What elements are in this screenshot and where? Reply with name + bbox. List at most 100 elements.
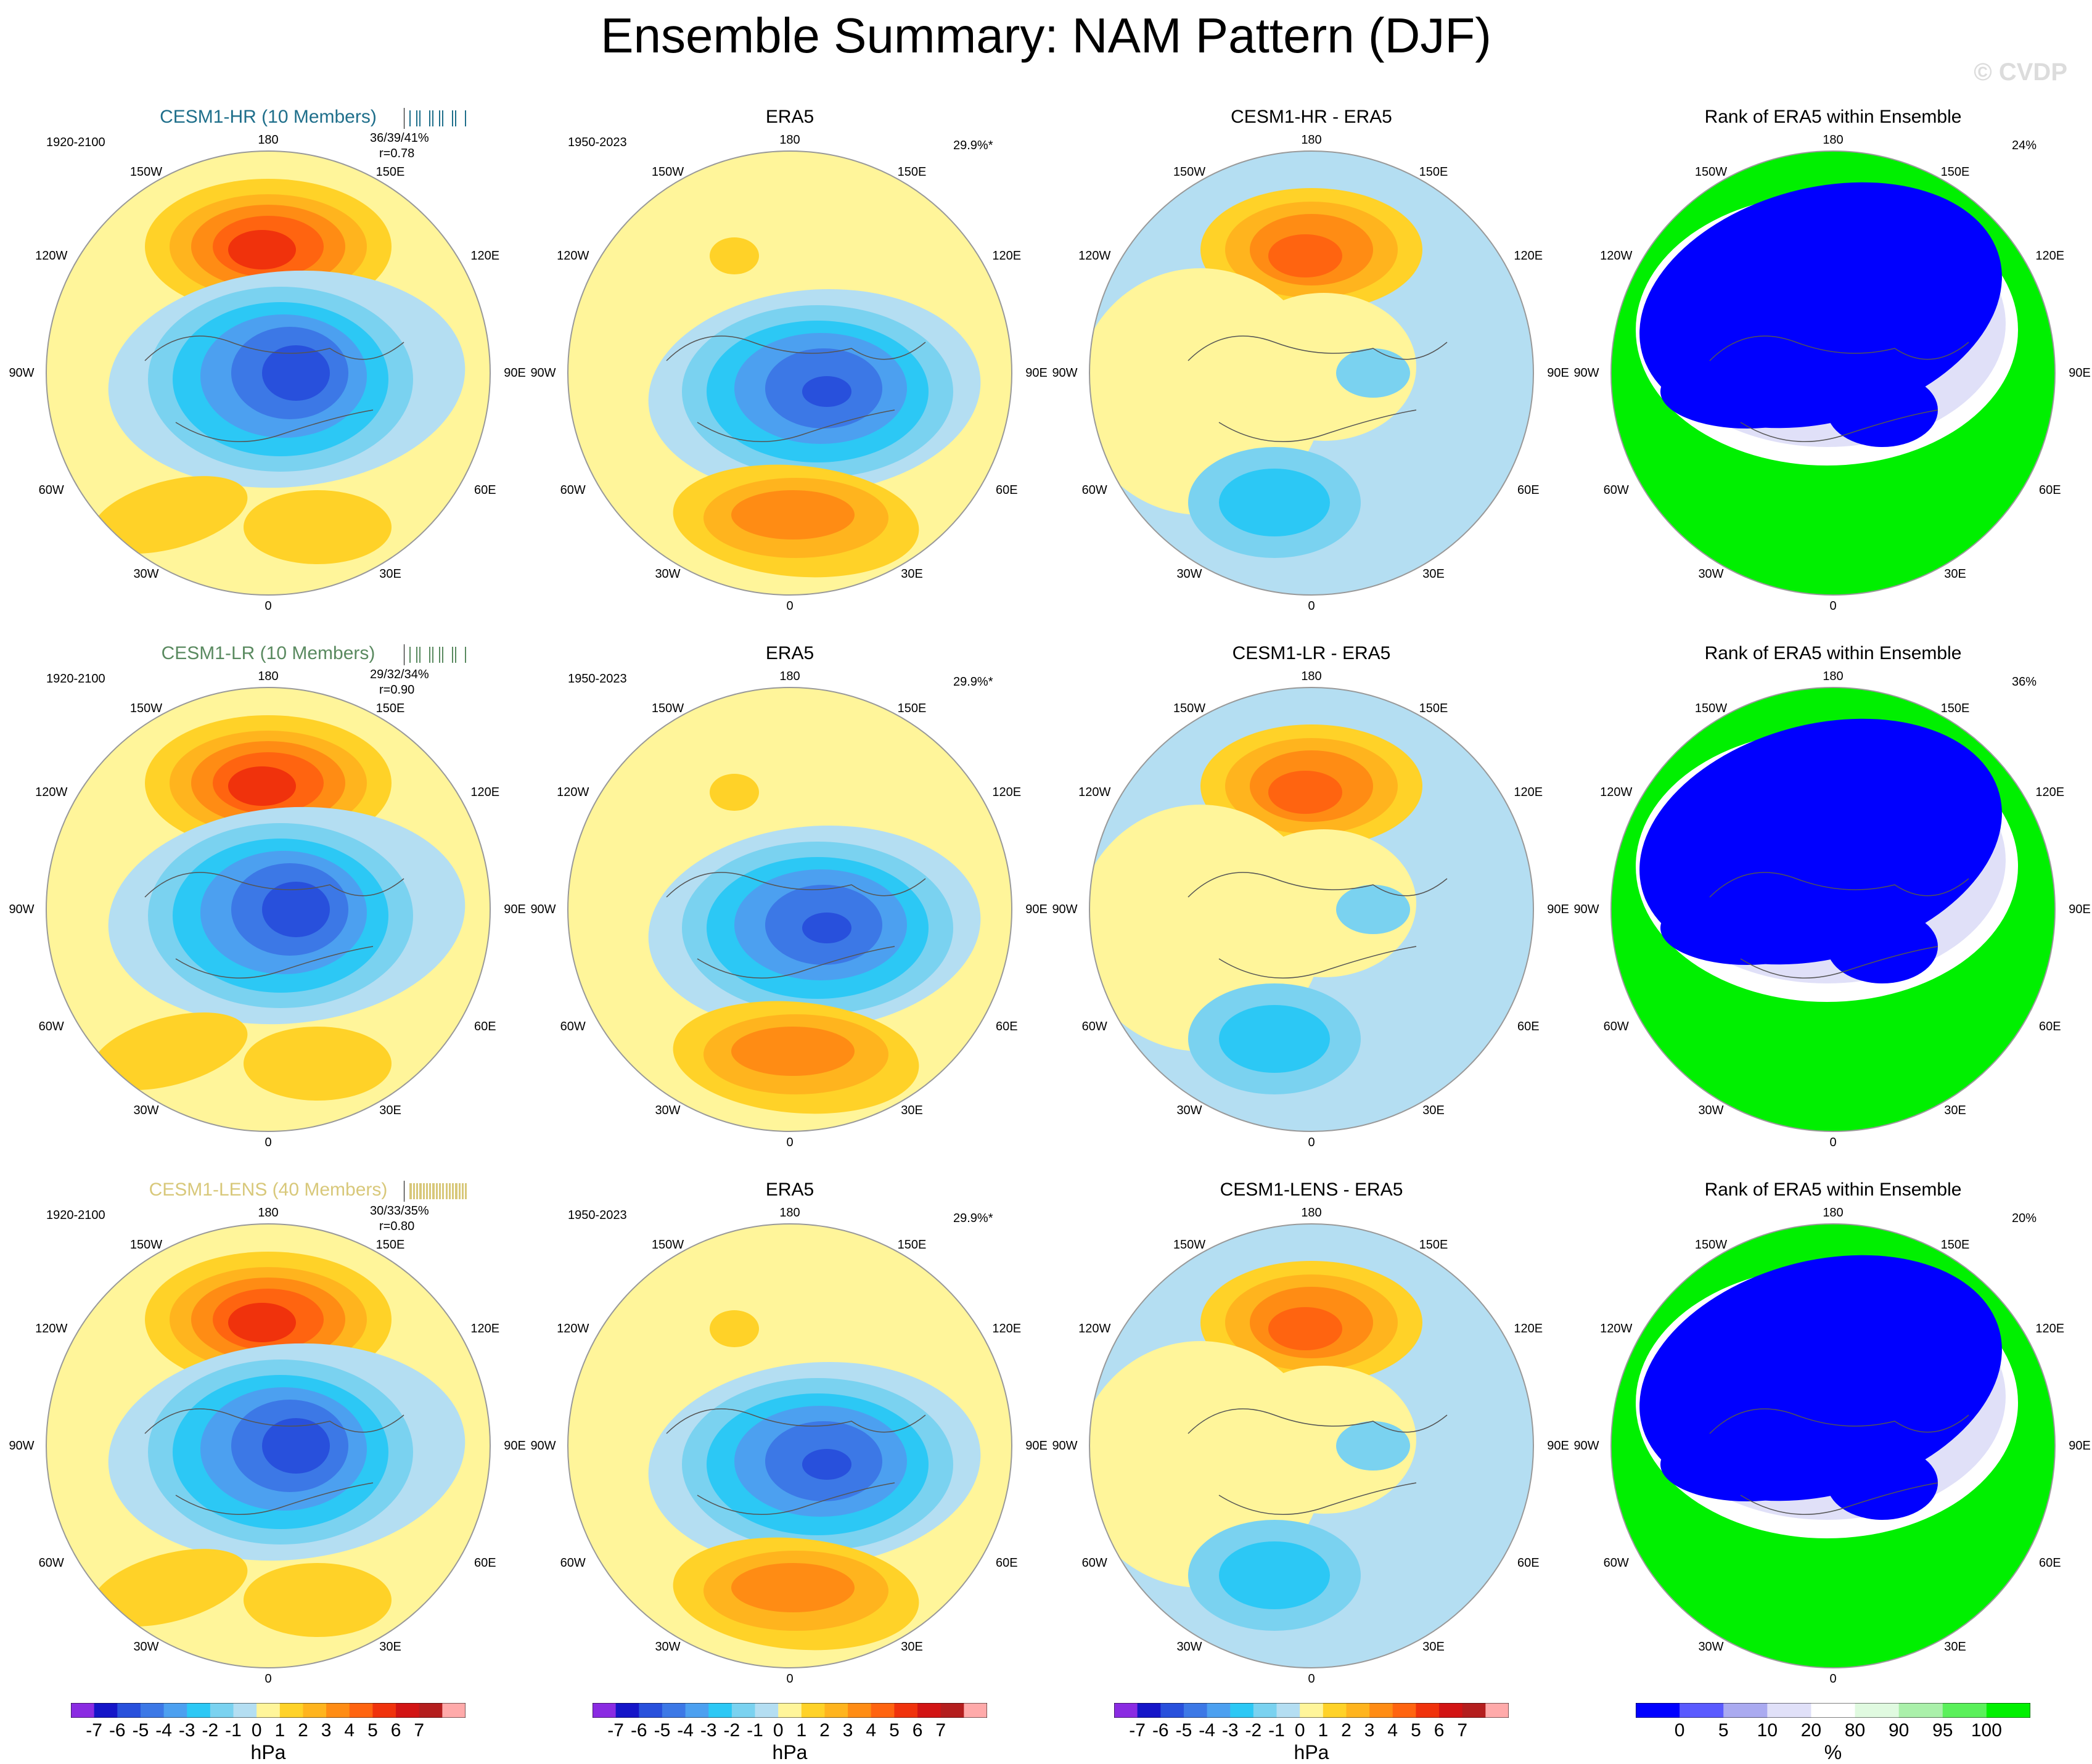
contour-fill — [1231, 829, 1416, 977]
lon-label-ml_up: 120W — [557, 249, 589, 263]
lon-label-ml_lo: 60W — [560, 1556, 586, 1570]
map-boundary — [46, 150, 491, 596]
lon-label-left: 90W — [9, 366, 35, 380]
lon-label-right: 90E — [504, 903, 526, 916]
map-boundary — [1089, 687, 1534, 1132]
colorbar-swatch — [964, 1703, 987, 1718]
colorbar-swatch — [94, 1703, 118, 1718]
lon-label-ul: 150W — [1173, 702, 1206, 716]
colorbar-tick-label: 2 — [819, 1720, 830, 1741]
colorbar-tick-label: 2 — [298, 1720, 308, 1741]
ensemble-member-ticks — [404, 1181, 467, 1202]
lon-label-ml_lo: 60W — [38, 1556, 64, 1570]
colorbar-tick-label: -7 — [1129, 1720, 1146, 1741]
colorbar-tick-label: 3 — [842, 1720, 853, 1741]
colorbar-tick-label: -7 — [607, 1720, 624, 1741]
diff-polar-map — [1089, 150, 1534, 596]
lon-label-right: 90E — [2069, 903, 2091, 916]
colorbar-swatch — [778, 1703, 802, 1718]
colorbar-tick-label: 1 — [1318, 1720, 1329, 1741]
lon-label-ll: 30W — [655, 1103, 681, 1117]
lon-label-top: 180 — [1301, 133, 1322, 147]
colorbar-unit: hPa — [772, 1741, 808, 1763]
coastline — [1740, 1482, 1938, 1515]
colorbar-tick-label: 7 — [935, 1720, 946, 1741]
contour-fill — [731, 1563, 855, 1612]
colorbar-swatch — [372, 1703, 396, 1718]
colorbar-swatch — [917, 1703, 941, 1718]
pattern-correlation: r=0.78 — [379, 147, 415, 160]
coastline — [666, 872, 926, 898]
coastline — [1740, 946, 1938, 978]
lon-label-ll: 30W — [655, 567, 681, 581]
contour-fill — [228, 230, 296, 269]
coastline — [1218, 409, 1417, 442]
coastline — [175, 946, 374, 978]
lon-label-right: 90E — [1547, 1439, 1569, 1453]
contour-fill — [91, 476, 248, 554]
colorbar-swatch — [442, 1703, 466, 1718]
lon-label-mr_lo: 60E — [474, 483, 496, 497]
era5-period: 1950-2023 — [568, 672, 627, 686]
lon-label-ml_lo: 60W — [560, 1020, 586, 1033]
colorbar-swatch — [1183, 1703, 1208, 1718]
contour-fill — [228, 1303, 296, 1342]
colorbar-swatch — [419, 1703, 443, 1718]
colorbar — [1636, 1703, 2030, 1718]
lon-label-ml_lo: 60W — [1081, 483, 1107, 497]
lon-label-lr: 30E — [1422, 1103, 1445, 1117]
contour-fill — [1336, 1421, 1410, 1471]
colorbar-swatch — [801, 1703, 825, 1718]
colorbar-tick-label: 2 — [1341, 1720, 1352, 1741]
coastline — [666, 335, 926, 361]
contour-fill — [262, 345, 330, 401]
colorbar-swatch — [1855, 1703, 1900, 1718]
lon-label-mr_lo: 60E — [474, 1020, 496, 1033]
lon-label-lr: 30E — [379, 1103, 401, 1117]
rank-polar-map — [1610, 150, 2056, 596]
colorbar-tick-label: 100 — [1971, 1720, 2002, 1741]
lon-label-ur: 150E — [1940, 165, 1970, 179]
lon-label-right: 90E — [1025, 366, 1048, 380]
model-panel-title: CESM1-LR (10 Members) — [161, 643, 375, 663]
lon-label-mr_lo: 60E — [2038, 1020, 2061, 1033]
coastline — [1188, 872, 1448, 898]
colorbar-swatch — [1636, 1703, 1680, 1718]
colorbar-swatch — [1767, 1703, 1811, 1718]
lon-label-mr_lo: 60E — [2038, 483, 2061, 497]
lon-label-ul: 150W — [1694, 1238, 1728, 1252]
colorbar-swatch — [1207, 1703, 1231, 1718]
contour-fill — [1336, 348, 1410, 398]
variance-explained: 29.9%* — [953, 675, 993, 689]
lon-label-mr_lo: 60E — [995, 483, 1018, 497]
colorbar-tick-label: -4 — [677, 1720, 694, 1741]
rank-percentage: 36% — [2012, 675, 2037, 689]
lon-label-ll: 30W — [1176, 1103, 1202, 1117]
diff-polar-map — [1089, 687, 1534, 1132]
colorbar-swatch — [1230, 1703, 1254, 1718]
lon-label-lr: 30E — [1944, 1103, 1966, 1117]
lon-label-bottom: 0 — [786, 599, 794, 613]
lon-label-lr: 30E — [379, 567, 401, 581]
coastline — [144, 335, 404, 361]
contour-fill — [244, 490, 392, 564]
colorbar-tick-label: -2 — [1245, 1720, 1262, 1741]
lon-label-mr_up: 120E — [470, 1322, 500, 1335]
colorbar-swatch — [140, 1703, 165, 1718]
contour-fill — [710, 1310, 759, 1347]
colorbar-tick-label: -1 — [1268, 1720, 1285, 1741]
pattern-correlation: r=0.90 — [379, 683, 415, 697]
lon-label-ll: 30W — [655, 1639, 681, 1654]
model-period: 1920-2100 — [46, 136, 105, 149]
lon-label-lr: 30E — [1422, 567, 1445, 581]
lon-label-ml_lo: 60W — [1603, 1020, 1629, 1033]
colorbar — [593, 1703, 987, 1718]
lon-label-mr_up: 120E — [2035, 786, 2065, 799]
lon-label-lr: 30E — [379, 1639, 401, 1654]
contour-fill — [91, 1012, 248, 1090]
lon-label-mr_lo: 60E — [995, 1020, 1018, 1033]
coastline — [1709, 1408, 1969, 1434]
pattern-stats: 30/33/35% — [370, 1204, 429, 1218]
coastline — [666, 1408, 926, 1434]
lon-label-bottom: 0 — [1829, 1672, 1837, 1686]
